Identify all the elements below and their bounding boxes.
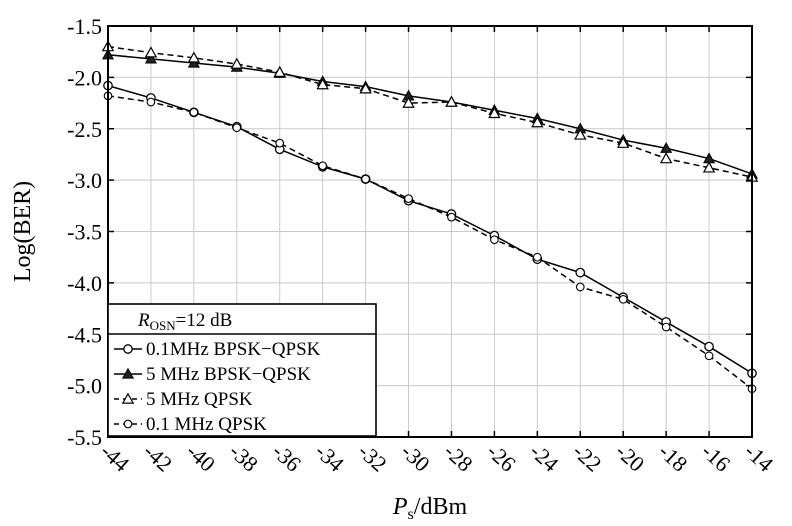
y-tick-label: -4.5: [67, 322, 102, 347]
x-tick-label: -18: [654, 438, 693, 476]
series-4-point: [189, 107, 199, 117]
y-tick-label: -4.0: [67, 271, 102, 296]
series-4-point: [490, 235, 499, 245]
legend-marker: [121, 392, 135, 404]
series-2-point: [144, 52, 157, 64]
series-2-line: [107, 54, 753, 175]
y-tick-label: -2.5: [67, 117, 102, 142]
series-4-point: [704, 351, 714, 361]
x-tick-label: -28: [439, 438, 478, 476]
series-4-point: [575, 282, 585, 292]
series-3-point: [230, 57, 244, 69]
series-4-point: [232, 123, 242, 133]
x-tick-label: -34: [310, 438, 349, 476]
y-tick-label: -3.5: [67, 220, 102, 245]
legend-entry: 5 MHz QPSK: [114, 389, 253, 410]
x-tick-label: -16: [697, 438, 736, 476]
series-4-point: [618, 294, 628, 304]
series-3-point: [531, 116, 544, 128]
legend-label: 0.1MHz BPSK−QPSK: [146, 339, 321, 360]
legend-marker: [121, 367, 135, 379]
series-4-point: [361, 174, 370, 184]
series-3-point: [659, 152, 673, 164]
series-3-line: [107, 45, 753, 178]
series-3-point: [402, 96, 415, 108]
series-3-point: [144, 46, 158, 58]
series-4-point: [318, 161, 328, 171]
series-3-point: [359, 82, 372, 94]
x-tick-label: -30: [396, 438, 435, 476]
series-2: [101, 48, 759, 179]
legend-header-main: R: [137, 310, 150, 331]
legend-entry: 5 MHz BPSK−QPSK: [114, 364, 311, 385]
series-3-point: [488, 106, 501, 119]
legend-header: ROSN=12 dB: [137, 310, 232, 333]
x-axis-title: Ps/dBm: [392, 494, 468, 523]
legend-entry: 0.1MHz BPSK−QPSK: [114, 339, 321, 360]
y-tick-label: -5.0: [67, 374, 102, 399]
series-4-point: [532, 252, 542, 262]
legend-header-sub: OSN: [150, 318, 177, 333]
legend-label: 5 MHz QPSK: [146, 389, 253, 410]
legend-marker: [123, 344, 133, 354]
x-tick-label: -36: [267, 438, 306, 476]
legend-box: [107, 303, 377, 437]
x-axis-title-sub: s: [408, 506, 414, 523]
legend-header-rest: =12 dB: [176, 310, 233, 331]
x-axis-title-rest: /dBm: [414, 494, 468, 520]
series-3-point: [616, 136, 630, 148]
x-tick-label: -32: [353, 438, 392, 476]
x-tick-label: -42: [139, 438, 178, 476]
series-4-point: [275, 138, 285, 148]
x-tick-label: -26: [482, 438, 521, 476]
series-4-point: [146, 97, 156, 107]
series-3-point: [187, 51, 201, 63]
series-3-point: [273, 65, 286, 77]
series-4: [103, 91, 757, 394]
y-tick-label: -3.0: [67, 168, 102, 193]
series-3-point: [445, 95, 458, 107]
series-3: [101, 40, 759, 182]
x-tick-label: -22: [568, 438, 607, 476]
x-axis-title-main: P: [392, 494, 408, 520]
legend-entry: 0.1 MHz QPSK: [114, 414, 267, 435]
series-3-point: [574, 128, 587, 140]
y-tick-label: -2.0: [67, 65, 102, 90]
series-layer: [101, 40, 759, 394]
y-tick-label: -5.5: [67, 425, 102, 450]
legend-marker: [123, 419, 133, 429]
x-tick-label: -38: [225, 438, 264, 476]
series-1-point: [575, 267, 586, 278]
legend-label: 0.1 MHz QPSK: [146, 414, 267, 435]
x-tick-label: -14: [740, 438, 779, 476]
series-4-point: [404, 194, 413, 203]
legend: ROSN=12 dB 0.1MHz BPSK−QPSK 5 MHz BPSK−QP…: [107, 303, 377, 437]
legend-label: 5 MHz BPSK−QPSK: [146, 364, 311, 385]
x-tick-label: -20: [611, 438, 650, 476]
series-4-point: [447, 212, 456, 222]
y-axis-title: Log(BER): [10, 181, 36, 282]
x-tick-label: -24: [525, 438, 564, 476]
series-4-point: [661, 322, 671, 332]
x-tick-label: -40: [182, 438, 221, 476]
y-tick-label: -1.5: [67, 14, 102, 39]
legend-entries: 0.1MHz BPSK−QPSK 5 MHz BPSK−QPSK 5 MHz QPS…: [114, 339, 321, 435]
series-1-point: [704, 341, 714, 352]
series-4-line: [107, 95, 753, 390]
series-3-point: [702, 161, 716, 173]
series-3-point: [316, 78, 329, 90]
